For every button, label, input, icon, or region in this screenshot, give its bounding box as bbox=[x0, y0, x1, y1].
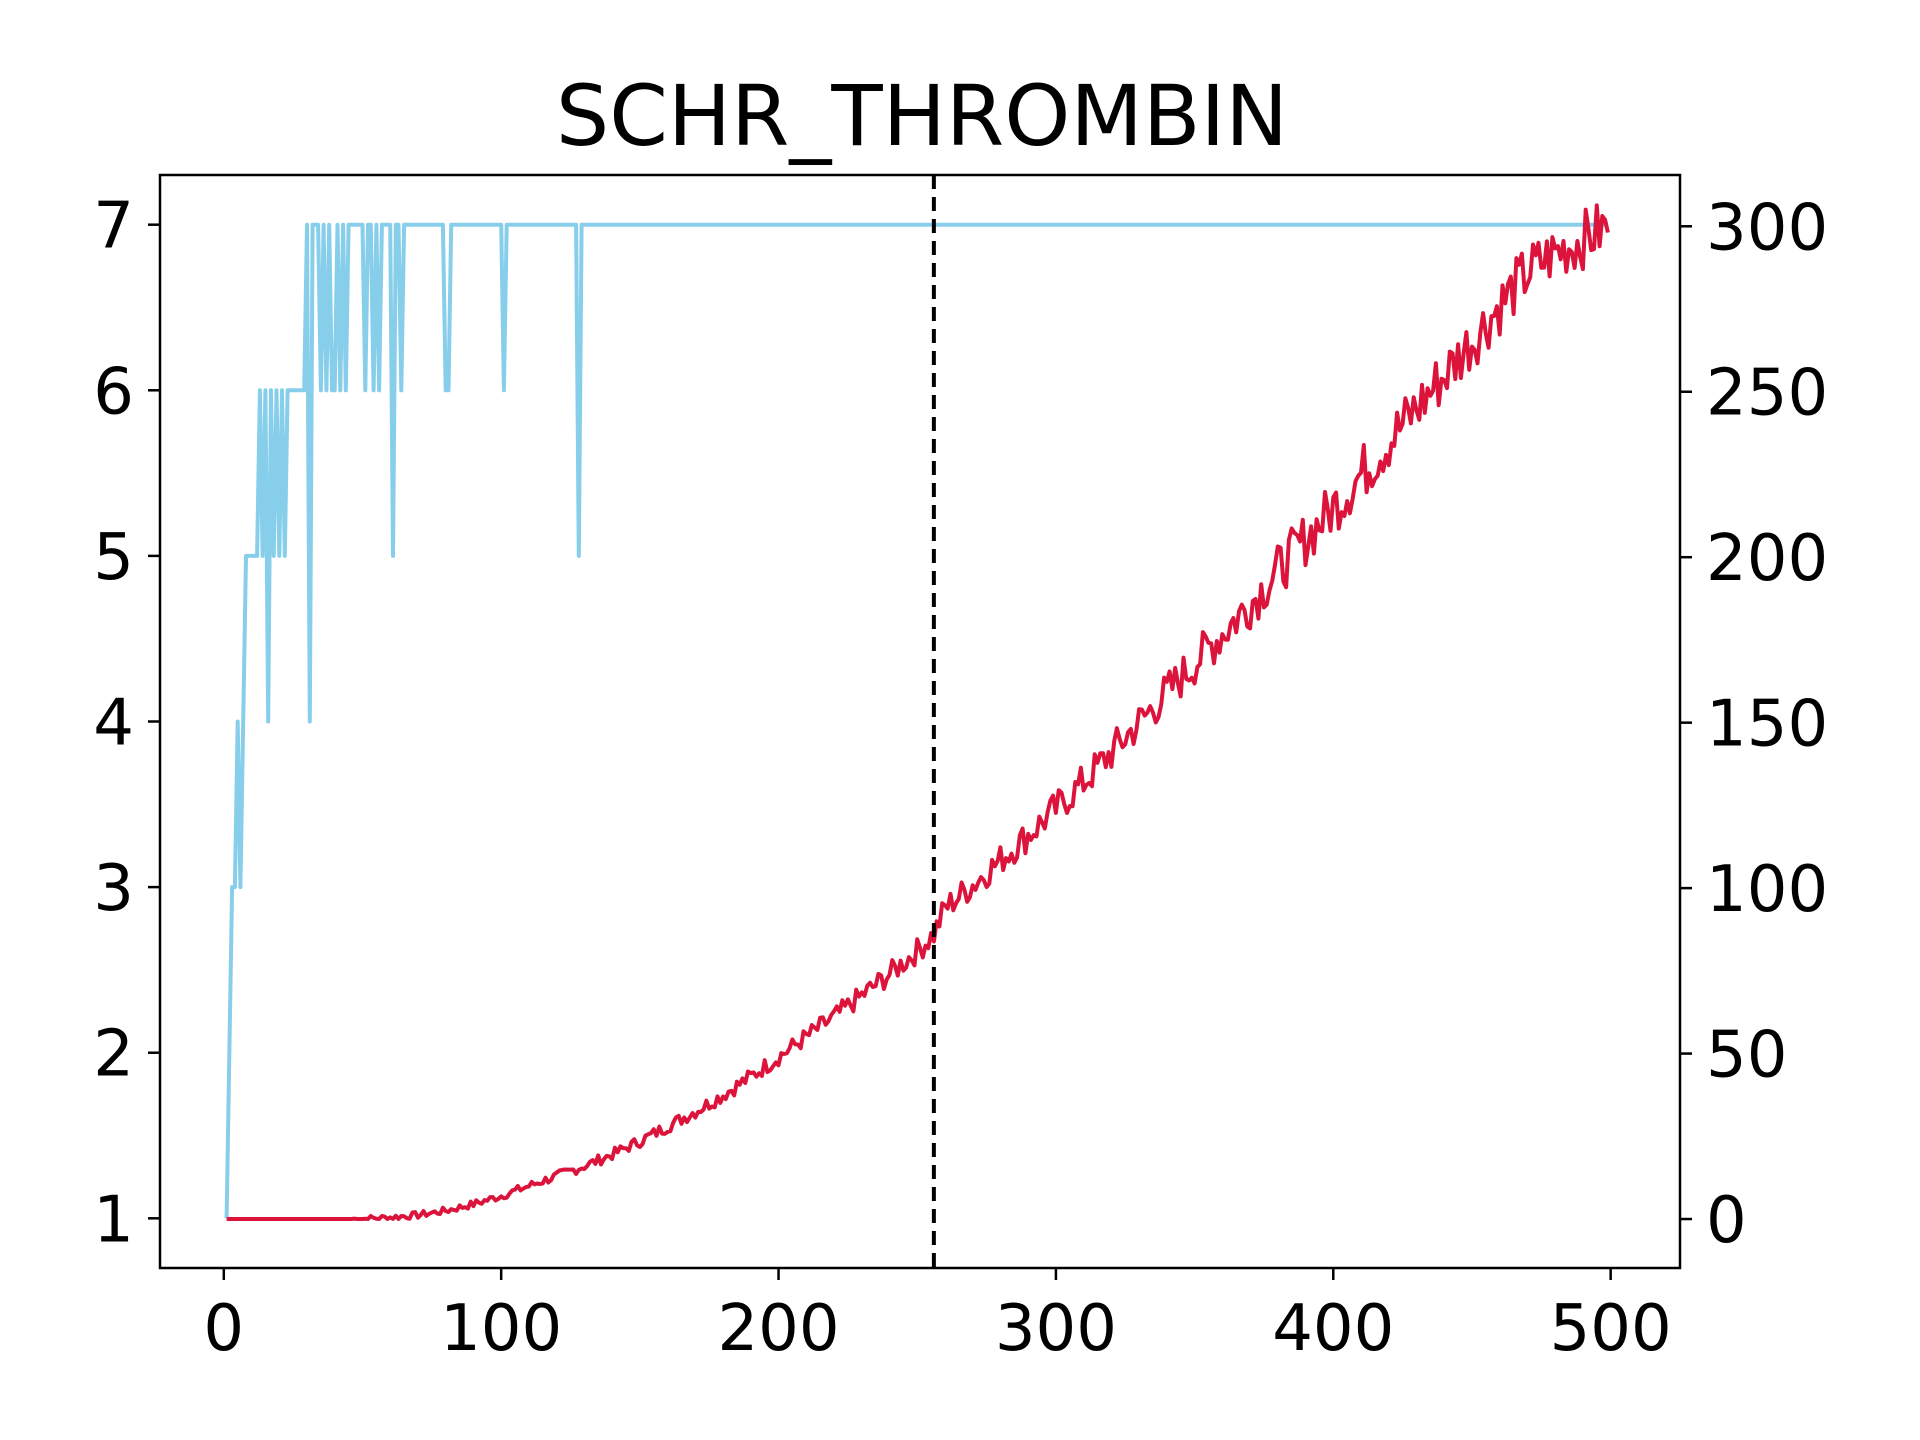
y-right-tick-label: 200 bbox=[1706, 522, 1828, 596]
x-tick-label: 100 bbox=[440, 1292, 562, 1366]
y-left-tick-label: 4 bbox=[93, 687, 134, 761]
y-left-tick-label: 5 bbox=[93, 521, 134, 595]
y-right-tick-label: 50 bbox=[1706, 1019, 1787, 1093]
series-line-right bbox=[226, 203, 1610, 1221]
y-right-tick-label: 300 bbox=[1706, 191, 1828, 265]
y-left-tick-label: 2 bbox=[93, 1018, 134, 1092]
chart-marks bbox=[224, 175, 1610, 1268]
y-left-tick-label: 3 bbox=[93, 852, 134, 926]
x-tick-label: 200 bbox=[717, 1292, 839, 1366]
x-tick-label: 500 bbox=[1550, 1292, 1672, 1366]
y-right-tick-label: 0 bbox=[1706, 1184, 1747, 1258]
chart-title: SCHR_THROMBIN bbox=[556, 67, 1288, 165]
y-left-tick-label: 6 bbox=[93, 355, 134, 429]
y-left-tick-label: 7 bbox=[93, 190, 134, 264]
x-tick-label: 300 bbox=[995, 1292, 1117, 1366]
chart-ticks: 0 100 200 300 400 500 1 2 3 4 5 6 7 0 50 100 150 200 250 30… bbox=[93, 190, 1828, 1366]
series-line-left bbox=[224, 222, 1608, 1219]
y-left-tick-label: 1 bbox=[93, 1183, 134, 1257]
y-right-tick-label: 100 bbox=[1706, 853, 1828, 927]
axes-frame bbox=[158, 173, 1682, 1270]
x-tick-label: 400 bbox=[1272, 1292, 1394, 1366]
x-tick-label: 0 bbox=[203, 1292, 244, 1366]
y-right-tick-label: 150 bbox=[1706, 688, 1828, 762]
y-right-tick-label: 250 bbox=[1706, 357, 1828, 431]
